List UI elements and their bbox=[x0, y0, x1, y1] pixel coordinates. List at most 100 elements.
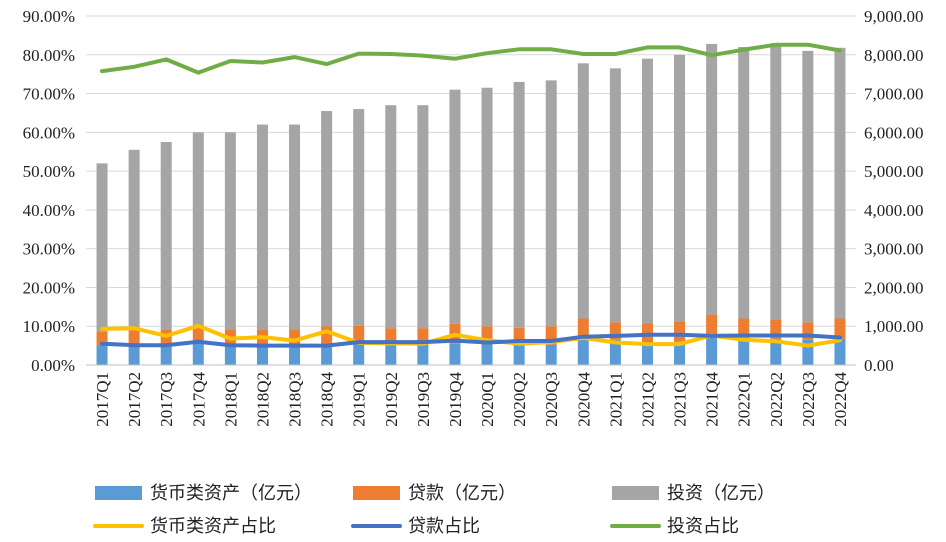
bar-segment-2 bbox=[770, 43, 782, 320]
right-tick-label: 5,000.00 bbox=[864, 162, 924, 181]
x-tick-label: 2022Q3 bbox=[799, 372, 818, 427]
bar-segment-0 bbox=[96, 345, 108, 365]
bar-segment-2 bbox=[545, 80, 557, 327]
bar-segment-1 bbox=[353, 325, 365, 344]
x-tick-label: 2019Q2 bbox=[382, 372, 401, 427]
bar-segment-1 bbox=[770, 319, 782, 339]
bar-segment-2 bbox=[321, 111, 333, 327]
bar-segment-2 bbox=[192, 132, 204, 328]
bar-segment-0 bbox=[577, 339, 589, 365]
bar-segment-1 bbox=[385, 328, 397, 346]
bar-segment-0 bbox=[641, 340, 653, 365]
lines bbox=[100, 42, 842, 348]
bar-segment-2 bbox=[577, 63, 589, 319]
x-tick-label: 2017Q1 bbox=[93, 372, 112, 427]
bar-segment-0 bbox=[449, 343, 461, 365]
bar-segment-2 bbox=[256, 124, 268, 330]
bar-segment-2 bbox=[385, 105, 397, 329]
bar-segment-1 bbox=[834, 318, 846, 339]
x-tick-label: 2019Q1 bbox=[350, 372, 369, 427]
bar-segment-1 bbox=[802, 322, 814, 340]
bar-segment-1 bbox=[513, 327, 525, 346]
bar-segment-2 bbox=[353, 109, 365, 326]
bar-segment-0 bbox=[321, 343, 333, 365]
bar-segment-0 bbox=[738, 337, 750, 365]
bar-segment-2 bbox=[289, 124, 301, 330]
bar-segment-2 bbox=[834, 47, 846, 319]
legend-label: 贷款（亿元） bbox=[408, 483, 516, 504]
bar-segment-2 bbox=[128, 149, 140, 331]
left-tick-label: 50.00% bbox=[23, 162, 75, 181]
bar-segment-1 bbox=[96, 331, 108, 346]
bar-segment-0 bbox=[609, 339, 621, 365]
bar-segment-0 bbox=[417, 345, 429, 365]
bar-segment-1 bbox=[481, 326, 493, 344]
x-tick-label: 2018Q2 bbox=[253, 372, 272, 427]
left-tick-label: 10.00% bbox=[23, 317, 75, 336]
right-tick-label: 4,000.00 bbox=[864, 201, 924, 220]
left-tick-label: 80.00% bbox=[23, 46, 75, 65]
legend-swatch bbox=[353, 486, 400, 500]
legend-swatch bbox=[95, 486, 142, 500]
legend-label: 投资占比 bbox=[667, 516, 739, 537]
bar-segment-2 bbox=[417, 105, 429, 329]
bar-segment-1 bbox=[641, 323, 653, 341]
x-tick-label: 2018Q4 bbox=[318, 372, 337, 427]
bar-segment-0 bbox=[256, 345, 268, 365]
bar-segment-0 bbox=[353, 343, 365, 365]
x-tick-label: 2021Q4 bbox=[703, 372, 722, 427]
axes: 0.00% 10.00% 20.00% 30.00% 40.00% 50.00% 60.00… bbox=[23, 7, 924, 427]
bar-segment-2 bbox=[481, 87, 493, 327]
bar-segment-0 bbox=[834, 338, 846, 365]
right-tick-label: 0.00 bbox=[864, 356, 894, 375]
right-tick-label: 8,000.00 bbox=[864, 46, 924, 65]
x-tick-label: 2019Q4 bbox=[446, 372, 465, 427]
x-tick-label: 2021Q2 bbox=[638, 372, 657, 427]
bar-segment-0 bbox=[481, 343, 493, 365]
bar-segment-0 bbox=[128, 345, 140, 365]
legend-label: 贷款占比 bbox=[408, 516, 480, 537]
x-tick-label: 2020Q4 bbox=[574, 372, 593, 427]
bar-segment-0 bbox=[802, 339, 814, 365]
x-tick-label: 2022Q1 bbox=[735, 372, 754, 427]
bar-segment-2 bbox=[513, 81, 525, 328]
x-tick-label: 2022Q4 bbox=[831, 372, 850, 427]
bar-segment-1 bbox=[609, 322, 621, 340]
bar-segment-2 bbox=[224, 132, 236, 330]
bar-segment-0 bbox=[706, 334, 718, 365]
bar-segment-1 bbox=[289, 329, 301, 346]
bar-segment-1 bbox=[417, 328, 429, 346]
bar-segment-1 bbox=[321, 326, 333, 344]
line-series-2 bbox=[100, 42, 842, 75]
bar-segment-0 bbox=[385, 345, 397, 365]
legend-label: 投资（亿元） bbox=[667, 483, 775, 504]
bar-segment-1 bbox=[577, 318, 589, 340]
right-tick-label: 7,000.00 bbox=[864, 85, 924, 104]
bar-segment-1 bbox=[738, 318, 750, 338]
x-tick-label: 2017Q4 bbox=[189, 372, 208, 427]
left-tick-label: 60.00% bbox=[23, 123, 75, 142]
legend-label: 货币类资产占比 bbox=[150, 516, 276, 537]
bar-segment-0 bbox=[674, 341, 686, 365]
line-series-1 bbox=[100, 332, 842, 348]
bar-segment-0 bbox=[513, 345, 525, 365]
bar-segment-2 bbox=[641, 58, 653, 324]
bar-segment-2 bbox=[160, 142, 172, 330]
left-tick-label: 40.00% bbox=[23, 201, 75, 220]
bar-segment-2 bbox=[674, 54, 686, 322]
bar-segment-0 bbox=[770, 338, 782, 365]
x-tick-label: 2020Q1 bbox=[478, 372, 497, 427]
x-tick-label: 2020Q2 bbox=[510, 372, 529, 427]
bar-segment-2 bbox=[449, 89, 461, 324]
bar-segment-2 bbox=[706, 43, 718, 315]
right-tick-label: 6,000.00 bbox=[864, 123, 924, 142]
x-tick-label: 2018Q3 bbox=[286, 372, 305, 427]
x-tick-label: 2017Q3 bbox=[157, 372, 176, 427]
x-tick-label: 2022Q2 bbox=[767, 372, 786, 427]
bar-segment-0 bbox=[224, 344, 236, 365]
bar-segment-1 bbox=[545, 326, 557, 345]
bar-segment-2 bbox=[738, 47, 750, 319]
x-tick-label: 2020Q3 bbox=[542, 372, 561, 427]
